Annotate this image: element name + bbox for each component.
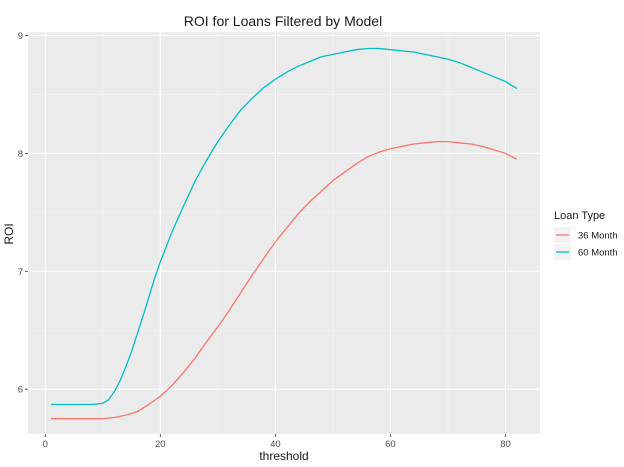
grid-minor [28,32,540,434]
x-axis-ticks: 0 20 40 60 80 [43,434,511,450]
legend: Loan Type 36 Month 60 Month [554,210,618,260]
legend-title: Loan Type [554,210,605,222]
legend-items: 36 Month 60 Month [554,227,618,260]
series-line-60-month [51,47,518,406]
x-tick-label: 20 [155,439,166,450]
series-layer [51,47,518,420]
y-tick-label: 6 [18,385,23,396]
chart-title: ROI for Loans Filtered by Model [184,13,382,29]
y-axis-ticks: 6 7 8 9 [18,31,28,396]
plot-panel [28,32,540,434]
series-line-36-month [51,140,518,420]
y-tick-label: 8 [18,149,23,160]
x-tick-label: 80 [500,439,511,450]
x-tick-label: 0 [43,439,48,450]
grid-major [28,32,540,434]
x-axis-label: threshold [259,449,308,463]
y-tick-label: 9 [18,31,23,42]
y-tick-label: 7 [18,267,23,278]
x-tick-label: 60 [385,439,396,450]
x-tick-label: 40 [270,439,281,450]
y-axis-label: ROI [2,223,16,244]
legend-label-60-month: 60 Month [578,248,618,259]
legend-label-36-month: 36 Month [578,231,618,242]
